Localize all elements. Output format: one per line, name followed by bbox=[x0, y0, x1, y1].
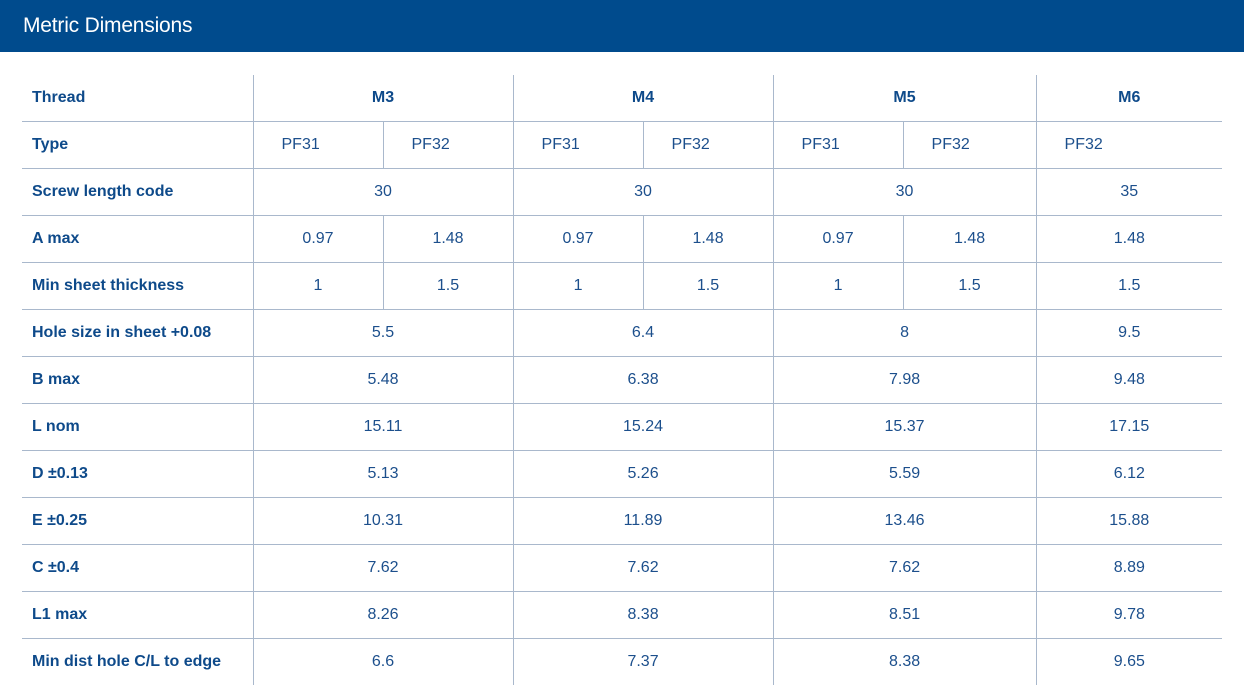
table-cell: 8.89 bbox=[1036, 544, 1223, 592]
thread-header: M6 bbox=[1036, 75, 1223, 122]
table-row: Min sheet thickness 1 1.5 1 1.5 1 1.5 1.5 bbox=[22, 262, 1223, 310]
row-label: Hole size in sheet +0.08 bbox=[22, 309, 254, 357]
table-cell: 30 bbox=[253, 168, 514, 216]
row-label: Min dist hole C/L to edge bbox=[22, 638, 254, 685]
table-cell: 0.97 bbox=[513, 215, 644, 263]
row-label: C ±0.4 bbox=[22, 544, 254, 592]
table-cell: 5.26 bbox=[513, 450, 774, 498]
table-cell: 15.37 bbox=[773, 403, 1037, 451]
thread-header: M3 bbox=[253, 75, 514, 122]
row-label: Type bbox=[22, 121, 254, 169]
table-cell: 5.48 bbox=[253, 356, 514, 404]
table-cell: 13.46 bbox=[773, 497, 1037, 545]
table-row: L nom 15.11 15.24 15.37 17.15 bbox=[22, 403, 1223, 451]
table-cell: 9.65 bbox=[1113, 653, 1145, 670]
table-cell: 7.62 bbox=[513, 544, 774, 592]
table-cell: 30 bbox=[773, 168, 1037, 216]
page-title: Metric Dimensions bbox=[23, 14, 193, 37]
table-cell: 6.12 bbox=[1036, 450, 1223, 498]
table-cell: 11.89 bbox=[513, 497, 774, 545]
table-cell: 0.97 bbox=[773, 215, 904, 263]
table-cell: PF31 bbox=[773, 121, 904, 169]
title-bar: Metric Dimensions bbox=[0, 0, 1244, 52]
table-cell: PF32 bbox=[1036, 121, 1223, 169]
table-cell: 1.5 bbox=[383, 262, 514, 310]
table-cell: 0.97 bbox=[253, 215, 384, 263]
table-cell: 5.5 bbox=[253, 309, 514, 357]
row-label: D ±0.13 bbox=[22, 450, 254, 498]
table-cell: 15.11 bbox=[253, 403, 514, 451]
table-cell: 6.6 bbox=[253, 638, 514, 685]
table-cell: 1.48 bbox=[383, 215, 514, 263]
table-cell: 9.78 bbox=[1036, 591, 1223, 639]
table-cell: 1.48 bbox=[1036, 215, 1223, 263]
table-row: E ±0.25 10.31 11.89 13.46 15.88 bbox=[22, 497, 1223, 545]
table-cell: 8.38 bbox=[773, 638, 1037, 685]
row-label: B max bbox=[22, 356, 254, 404]
table-cell: 1 bbox=[513, 262, 644, 310]
table-cell: 30 bbox=[513, 168, 774, 216]
table-cell: 7.62 bbox=[773, 544, 1037, 592]
table-cell: 17.15 bbox=[1036, 403, 1223, 451]
row-label: L1 max bbox=[22, 591, 254, 639]
row-label: Screw length code bbox=[22, 168, 254, 216]
table-cell: 7.37 bbox=[513, 638, 774, 685]
table-cell: 1.5 bbox=[1036, 262, 1223, 310]
table-cell: 15.24 bbox=[513, 403, 774, 451]
table-row: C ±0.4 7.62 7.62 7.62 8.89 bbox=[22, 544, 1223, 592]
table-cell: 1.48 bbox=[903, 215, 1037, 263]
table-cell: PF32 bbox=[903, 121, 1037, 169]
table-cell: 1 bbox=[253, 262, 384, 310]
row-label: Thread bbox=[22, 75, 254, 122]
table-row: A max 0.97 1.48 0.97 1.48 0.97 1.48 1.48 bbox=[22, 215, 1223, 263]
table-row: Thread M3 M4 M5 M6 bbox=[22, 75, 1223, 122]
thread-header: M4 bbox=[513, 75, 774, 122]
table-row: D ±0.13 5.13 5.26 5.59 6.12 bbox=[22, 450, 1223, 498]
table-cell: 1.48 bbox=[643, 215, 774, 263]
table-cell: 6.38 bbox=[513, 356, 774, 404]
table-cell: 8.51 bbox=[773, 591, 1037, 639]
table-cell: 7.98 bbox=[773, 356, 1037, 404]
table-row: Hole size in sheet +0.08 5.5 6.4 8 9.5 bbox=[22, 309, 1223, 357]
table-cell: PF31 bbox=[513, 121, 644, 169]
table-row: Min dist hole C/L to edge 6.6 7.37 8.38 9.65 bbox=[22, 638, 1222, 685]
table-cell: 6.4 bbox=[513, 309, 774, 357]
table-row: L1 max 8.26 8.38 8.51 9.78 bbox=[22, 591, 1223, 639]
table-cell: 1.5 bbox=[903, 262, 1037, 310]
table-cell: 8.26 bbox=[253, 591, 514, 639]
table-cell: PF31 bbox=[253, 121, 384, 169]
table-cell: 8 bbox=[773, 309, 1037, 357]
row-label: E ±0.25 bbox=[22, 497, 254, 545]
table-cell: 1 bbox=[773, 262, 904, 310]
row-label: L nom bbox=[22, 403, 254, 451]
table-cell: 9.48 bbox=[1036, 356, 1223, 404]
table-row: Screw length code 30 30 30 35 bbox=[22, 168, 1223, 216]
table-row: B max 5.48 6.38 7.98 9.48 bbox=[22, 356, 1223, 404]
thread-header: M5 bbox=[773, 75, 1037, 122]
table-cell: PF32 bbox=[643, 121, 774, 169]
row-label: Min sheet thickness bbox=[22, 262, 254, 310]
table-cell: 5.59 bbox=[773, 450, 1037, 498]
table-cell: 15.88 bbox=[1036, 497, 1223, 545]
table-cell: 5.13 bbox=[253, 450, 514, 498]
table-cell: 10.31 bbox=[253, 497, 514, 545]
row-label: A max bbox=[22, 215, 254, 263]
table-cell: 7.62 bbox=[253, 544, 514, 592]
table-cell: 9.5 bbox=[1036, 309, 1223, 357]
table-cell: 35 bbox=[1036, 168, 1223, 216]
table-cell: 1.5 bbox=[643, 262, 774, 310]
metric-dimensions-table: Thread M3 M4 M5 M6 Type PF31 PF32 PF31 PF32 PF31 PF… bbox=[22, 75, 1223, 685]
table-cell: 8.38 bbox=[513, 591, 774, 639]
table-row: Type PF31 PF32 PF31 PF32 PF31 PF32 PF32 bbox=[22, 121, 1223, 169]
table-cell: PF32 bbox=[383, 121, 514, 169]
